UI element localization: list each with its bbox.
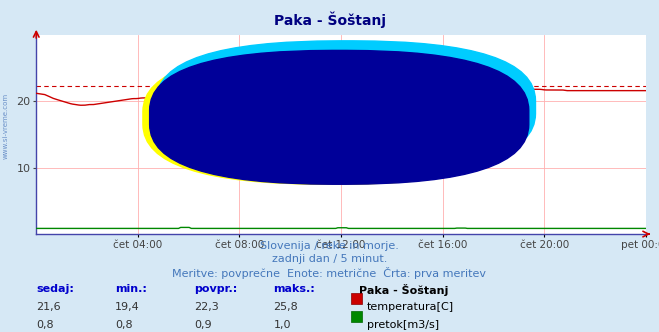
Text: zadnji dan / 5 minut.: zadnji dan / 5 minut. xyxy=(272,254,387,264)
Text: 0,9: 0,9 xyxy=(194,320,212,330)
Text: Paka - Šoštanj: Paka - Šoštanj xyxy=(273,12,386,28)
Text: 21,6: 21,6 xyxy=(36,302,61,312)
FancyBboxPatch shape xyxy=(156,41,536,174)
Text: Paka - Šoštanj: Paka - Šoštanj xyxy=(359,284,449,296)
Text: 19,4: 19,4 xyxy=(115,302,140,312)
Text: Slovenija / reke in morje.: Slovenija / reke in morje. xyxy=(260,241,399,251)
Text: 0,8: 0,8 xyxy=(36,320,54,330)
Text: Meritve: povprečne  Enote: metrične  Črta: prva meritev: Meritve: povprečne Enote: metrične Črta:… xyxy=(173,267,486,279)
Text: 22,3: 22,3 xyxy=(194,302,219,312)
FancyBboxPatch shape xyxy=(143,51,522,184)
Text: maks.:: maks.: xyxy=(273,284,315,294)
Text: pretok[m3/s]: pretok[m3/s] xyxy=(367,320,439,330)
Text: sedaj:: sedaj: xyxy=(36,284,74,294)
Text: 0,8: 0,8 xyxy=(115,320,133,330)
Text: min.:: min.: xyxy=(115,284,147,294)
Text: povpr.:: povpr.: xyxy=(194,284,238,294)
Text: 1,0: 1,0 xyxy=(273,320,291,330)
Text: www.si-vreme.com: www.si-vreme.com xyxy=(193,136,489,164)
Text: 25,8: 25,8 xyxy=(273,302,299,312)
Text: temperatura[C]: temperatura[C] xyxy=(367,302,454,312)
Text: www.si-vreme.com: www.si-vreme.com xyxy=(2,93,9,159)
FancyBboxPatch shape xyxy=(150,50,529,184)
